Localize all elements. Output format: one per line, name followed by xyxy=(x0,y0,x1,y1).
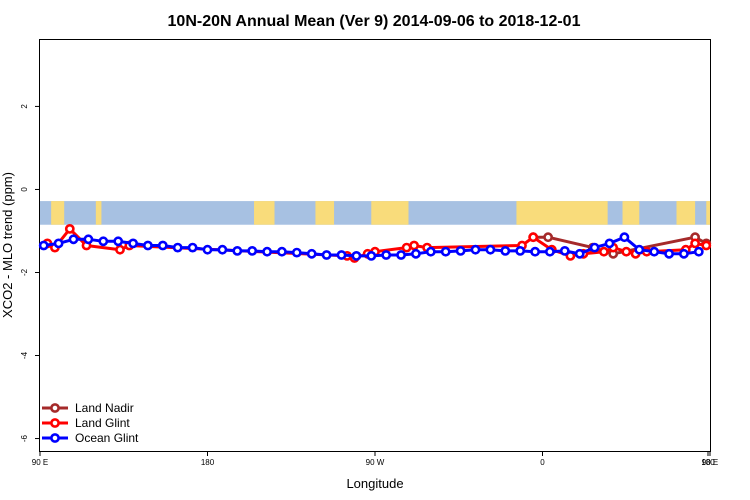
data-point xyxy=(619,232,630,243)
data-point xyxy=(528,232,539,243)
data-point xyxy=(187,242,198,253)
legend-label: Ocean Glint xyxy=(75,431,139,445)
data-point xyxy=(113,236,124,247)
map-land-6 xyxy=(622,201,640,225)
data-point xyxy=(351,250,362,261)
data-point xyxy=(545,246,555,257)
x-tick-label: 90 E xyxy=(702,458,718,467)
y-axis-label: XCO2 - MLO trend (ppm) xyxy=(0,172,15,318)
data-point xyxy=(396,250,406,260)
map-land-5 xyxy=(516,201,608,225)
data-point xyxy=(232,245,243,256)
x-tick-label: 90 W xyxy=(366,458,385,467)
map-land-3 xyxy=(315,201,335,225)
data-point xyxy=(515,245,526,256)
data-point xyxy=(38,240,49,251)
data-point xyxy=(690,238,700,249)
data-point xyxy=(425,246,436,257)
data-point xyxy=(142,240,153,251)
y-tick-label: -2 xyxy=(20,268,29,276)
legend-marker xyxy=(50,433,60,443)
data-point xyxy=(291,247,302,258)
data-point xyxy=(83,234,94,245)
data-point xyxy=(530,246,540,257)
x-tick-label: 90 E xyxy=(32,458,48,467)
data-point xyxy=(701,240,712,251)
data-point xyxy=(559,245,570,256)
map-land-4 xyxy=(371,201,409,225)
data-point xyxy=(276,246,287,257)
y-axis: 2 0 -2 -4 -6 xyxy=(20,104,40,442)
data-point xyxy=(366,250,377,261)
data-point xyxy=(634,244,645,255)
data-point xyxy=(64,223,75,234)
x-tick-label: 0 xyxy=(540,458,545,467)
data-point xyxy=(217,244,228,255)
data-point xyxy=(485,244,496,255)
data-point xyxy=(262,246,272,257)
data-point xyxy=(599,246,609,257)
legend-label: Land Nadir xyxy=(75,401,134,415)
data-point xyxy=(455,245,466,256)
data-point xyxy=(679,248,689,259)
data-point xyxy=(381,250,392,260)
legend-entry: Land Nadir xyxy=(42,401,134,415)
y-tick-label: 2 xyxy=(20,104,29,109)
legend-marker xyxy=(50,418,60,428)
data-point xyxy=(68,234,79,245)
data-point xyxy=(649,246,660,257)
data-point xyxy=(470,244,481,255)
legend-marker xyxy=(50,403,60,413)
data-point xyxy=(543,232,553,243)
data-point xyxy=(693,246,704,257)
data-point xyxy=(574,248,585,259)
y-tick-label: -4 xyxy=(20,351,29,359)
data-point xyxy=(589,242,600,253)
map-land-8 xyxy=(706,201,710,225)
data-point xyxy=(604,238,615,249)
data-point xyxy=(401,242,412,253)
legend-entry: Ocean Glint xyxy=(42,431,139,445)
data-point xyxy=(172,242,183,253)
map-land-0 xyxy=(51,201,65,225)
data-point xyxy=(98,236,109,247)
data-point xyxy=(306,248,317,259)
data-point xyxy=(53,238,64,249)
data-point xyxy=(247,245,258,256)
data-point xyxy=(157,240,168,251)
map-strip xyxy=(40,201,710,225)
data-point xyxy=(321,250,332,260)
series-layer xyxy=(38,223,712,263)
series-ocean-glint xyxy=(38,232,704,261)
legend-entry: Land Glint xyxy=(42,416,130,430)
y-tick-label: 0 xyxy=(20,187,29,192)
x-tick-label: 180 xyxy=(701,458,715,467)
x-tick-label: 180 xyxy=(201,458,215,467)
data-point xyxy=(664,248,674,259)
y-tick-label: -6 xyxy=(20,434,29,442)
data-point xyxy=(410,248,421,259)
x-axis-label: Longitude xyxy=(346,476,403,491)
data-point xyxy=(128,238,138,249)
chart-title: 10N-20N Annual Mean (Ver 9) 2014-09-06 t… xyxy=(168,13,581,30)
data-point xyxy=(621,246,632,257)
data-point xyxy=(500,245,511,256)
legend-label: Land Glint xyxy=(75,416,130,430)
data-point xyxy=(336,250,347,260)
data-point xyxy=(115,244,125,255)
map-land-1 xyxy=(95,201,102,225)
map-land-2 xyxy=(254,201,275,225)
data-point xyxy=(409,240,419,251)
data-point xyxy=(440,246,451,257)
map-land-7 xyxy=(676,201,696,225)
data-point xyxy=(202,244,213,255)
